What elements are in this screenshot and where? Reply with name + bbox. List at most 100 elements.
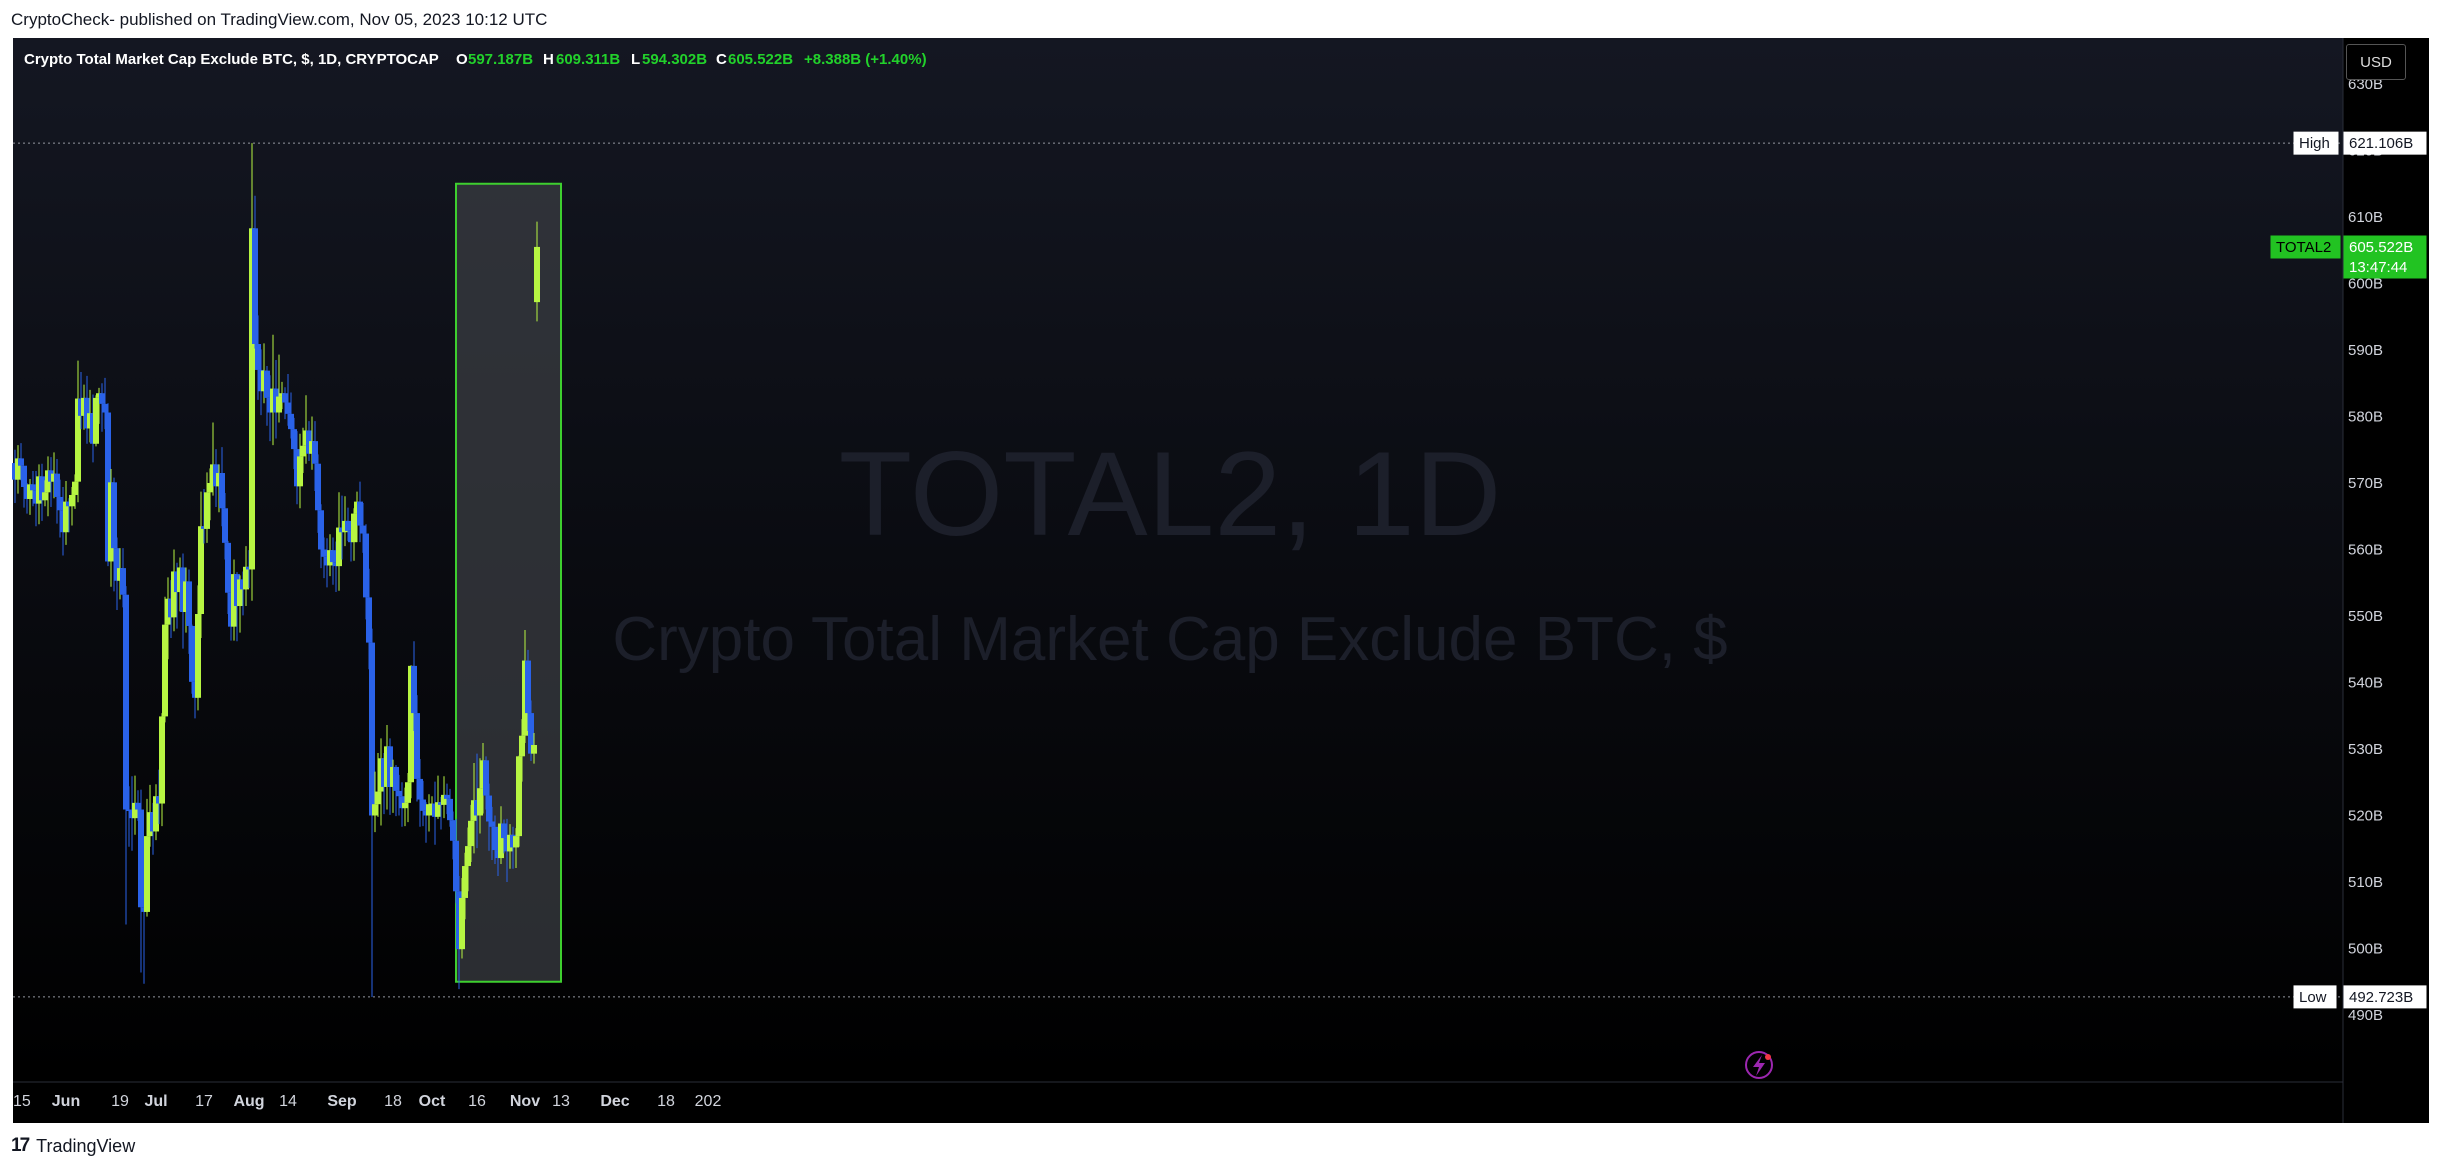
legend-l-value: 594.302B (642, 51, 707, 68)
tradingview-logo[interactable]: 17 TradingView (11, 1135, 135, 1157)
candle-body (243, 566, 249, 590)
candle-body (135, 802, 141, 810)
candle[interactable] (336, 492, 342, 591)
low-marker-label: Low (2293, 985, 2337, 1009)
candle[interactable] (252, 195, 258, 349)
candle-body (492, 826, 498, 851)
candle[interactable] (264, 365, 270, 426)
candle-body (282, 393, 288, 403)
candle[interactable] (15, 445, 21, 494)
candles-layer[interactable] (12, 143, 540, 998)
candle[interactable] (93, 395, 99, 447)
publish-header: CryptoCheck- published on TradingView.co… (0, 0, 2443, 38)
candle[interactable] (486, 783, 492, 851)
bar-countdown: 13:47:44 (2343, 255, 2427, 279)
ohlc-legend: Crypto Total Market Cap Exclude BTC, $, … (24, 51, 927, 68)
bar-countdown-text: 13:47:44 (2349, 259, 2407, 276)
candle[interactable] (75, 360, 81, 503)
candle-body (276, 396, 282, 413)
candle[interactable] (453, 818, 459, 904)
candle-body (387, 746, 393, 787)
candle[interactable] (531, 733, 537, 764)
candle-body (102, 403, 108, 413)
currency-button[interactable]: USD (2346, 44, 2406, 80)
candle-body (528, 713, 534, 754)
candle-body (360, 525, 366, 534)
candle-body (525, 660, 531, 714)
legend-c-label: C (716, 51, 727, 68)
candle-body (312, 441, 318, 464)
candle-body (489, 821, 495, 827)
candle-body (513, 836, 519, 848)
low-marker-label-text: Low (2299, 989, 2327, 1006)
candle[interactable] (417, 758, 423, 827)
candle[interactable] (534, 221, 540, 322)
candle-body (519, 735, 525, 757)
candle-body (93, 397, 99, 444)
price-axis[interactable]: 490B 500B 510B 520B 530B 540B 550B 560B 570B 580B… (2348, 76, 2383, 1024)
legend-h-label: H (543, 51, 554, 68)
candle-body (441, 794, 447, 805)
candle-body (207, 483, 213, 493)
candle-body (531, 745, 537, 754)
candle[interactable] (276, 354, 282, 423)
candle-body (402, 802, 408, 809)
candle[interactable] (516, 755, 522, 847)
candle[interactable] (63, 481, 69, 545)
high-marker-label-text: High (2299, 135, 2330, 152)
candle-body (198, 526, 204, 615)
candle-body (225, 542, 231, 593)
plot-area[interactable] (13, 38, 2343, 1078)
price-tick-label: 500B (2348, 941, 2383, 958)
candle-body (57, 496, 63, 511)
time-tick-label: 16 (468, 1093, 486, 1110)
candle-body (21, 465, 27, 487)
candle[interactable] (153, 784, 159, 841)
candle[interactable] (198, 491, 204, 638)
time-tick-label: Nov (510, 1093, 540, 1110)
candle-body (54, 473, 60, 497)
candle[interactable] (54, 459, 60, 524)
candle-body (255, 344, 261, 370)
candle-body (408, 665, 414, 783)
candle-body (120, 568, 126, 595)
candle[interactable] (330, 537, 336, 585)
highlight-box[interactable] (455, 182, 562, 983)
candle-body (30, 484, 36, 491)
candle-body (15, 458, 21, 480)
time-tick-label: 15 (13, 1093, 31, 1110)
candle-body (516, 756, 522, 837)
price-tick-label: 540B (2348, 675, 2383, 692)
candle[interactable] (435, 775, 441, 819)
symbol-price-label-bg (2270, 235, 2341, 259)
candle-body (249, 228, 255, 570)
time-axis[interactable]: 15 Jun 19 Jul 17 Aug 14 Sep 18 Oct 16 Nov 13 Dec 18 202 (13, 1093, 721, 1110)
candle[interactable] (396, 774, 402, 816)
candle-body (144, 836, 150, 912)
candle[interactable] (351, 508, 357, 561)
candle[interactable] (318, 504, 324, 569)
time-tick-label: Dec (600, 1093, 629, 1110)
candle[interactable] (420, 780, 426, 827)
last-price-value-text: 605.522B (2349, 239, 2413, 256)
candle-body (39, 476, 45, 501)
alert-bolt-icon[interactable] (1745, 1051, 1773, 1079)
candle[interactable] (138, 789, 144, 973)
candle[interactable] (123, 586, 129, 925)
candle-body (351, 513, 357, 543)
candle-body (285, 402, 291, 414)
candle[interactable] (249, 143, 255, 601)
candle-body (171, 571, 177, 618)
candle-body (411, 665, 417, 714)
candle-body (189, 625, 195, 682)
candle[interactable] (393, 764, 399, 817)
candle[interactable] (243, 546, 249, 607)
candle-body (186, 581, 192, 626)
candle-body (405, 782, 411, 803)
candle[interactable] (159, 713, 165, 827)
price-tick-label: 520B (2348, 808, 2383, 825)
candle[interactable] (426, 794, 432, 832)
candle-body (159, 716, 165, 804)
candle-body (501, 823, 507, 839)
